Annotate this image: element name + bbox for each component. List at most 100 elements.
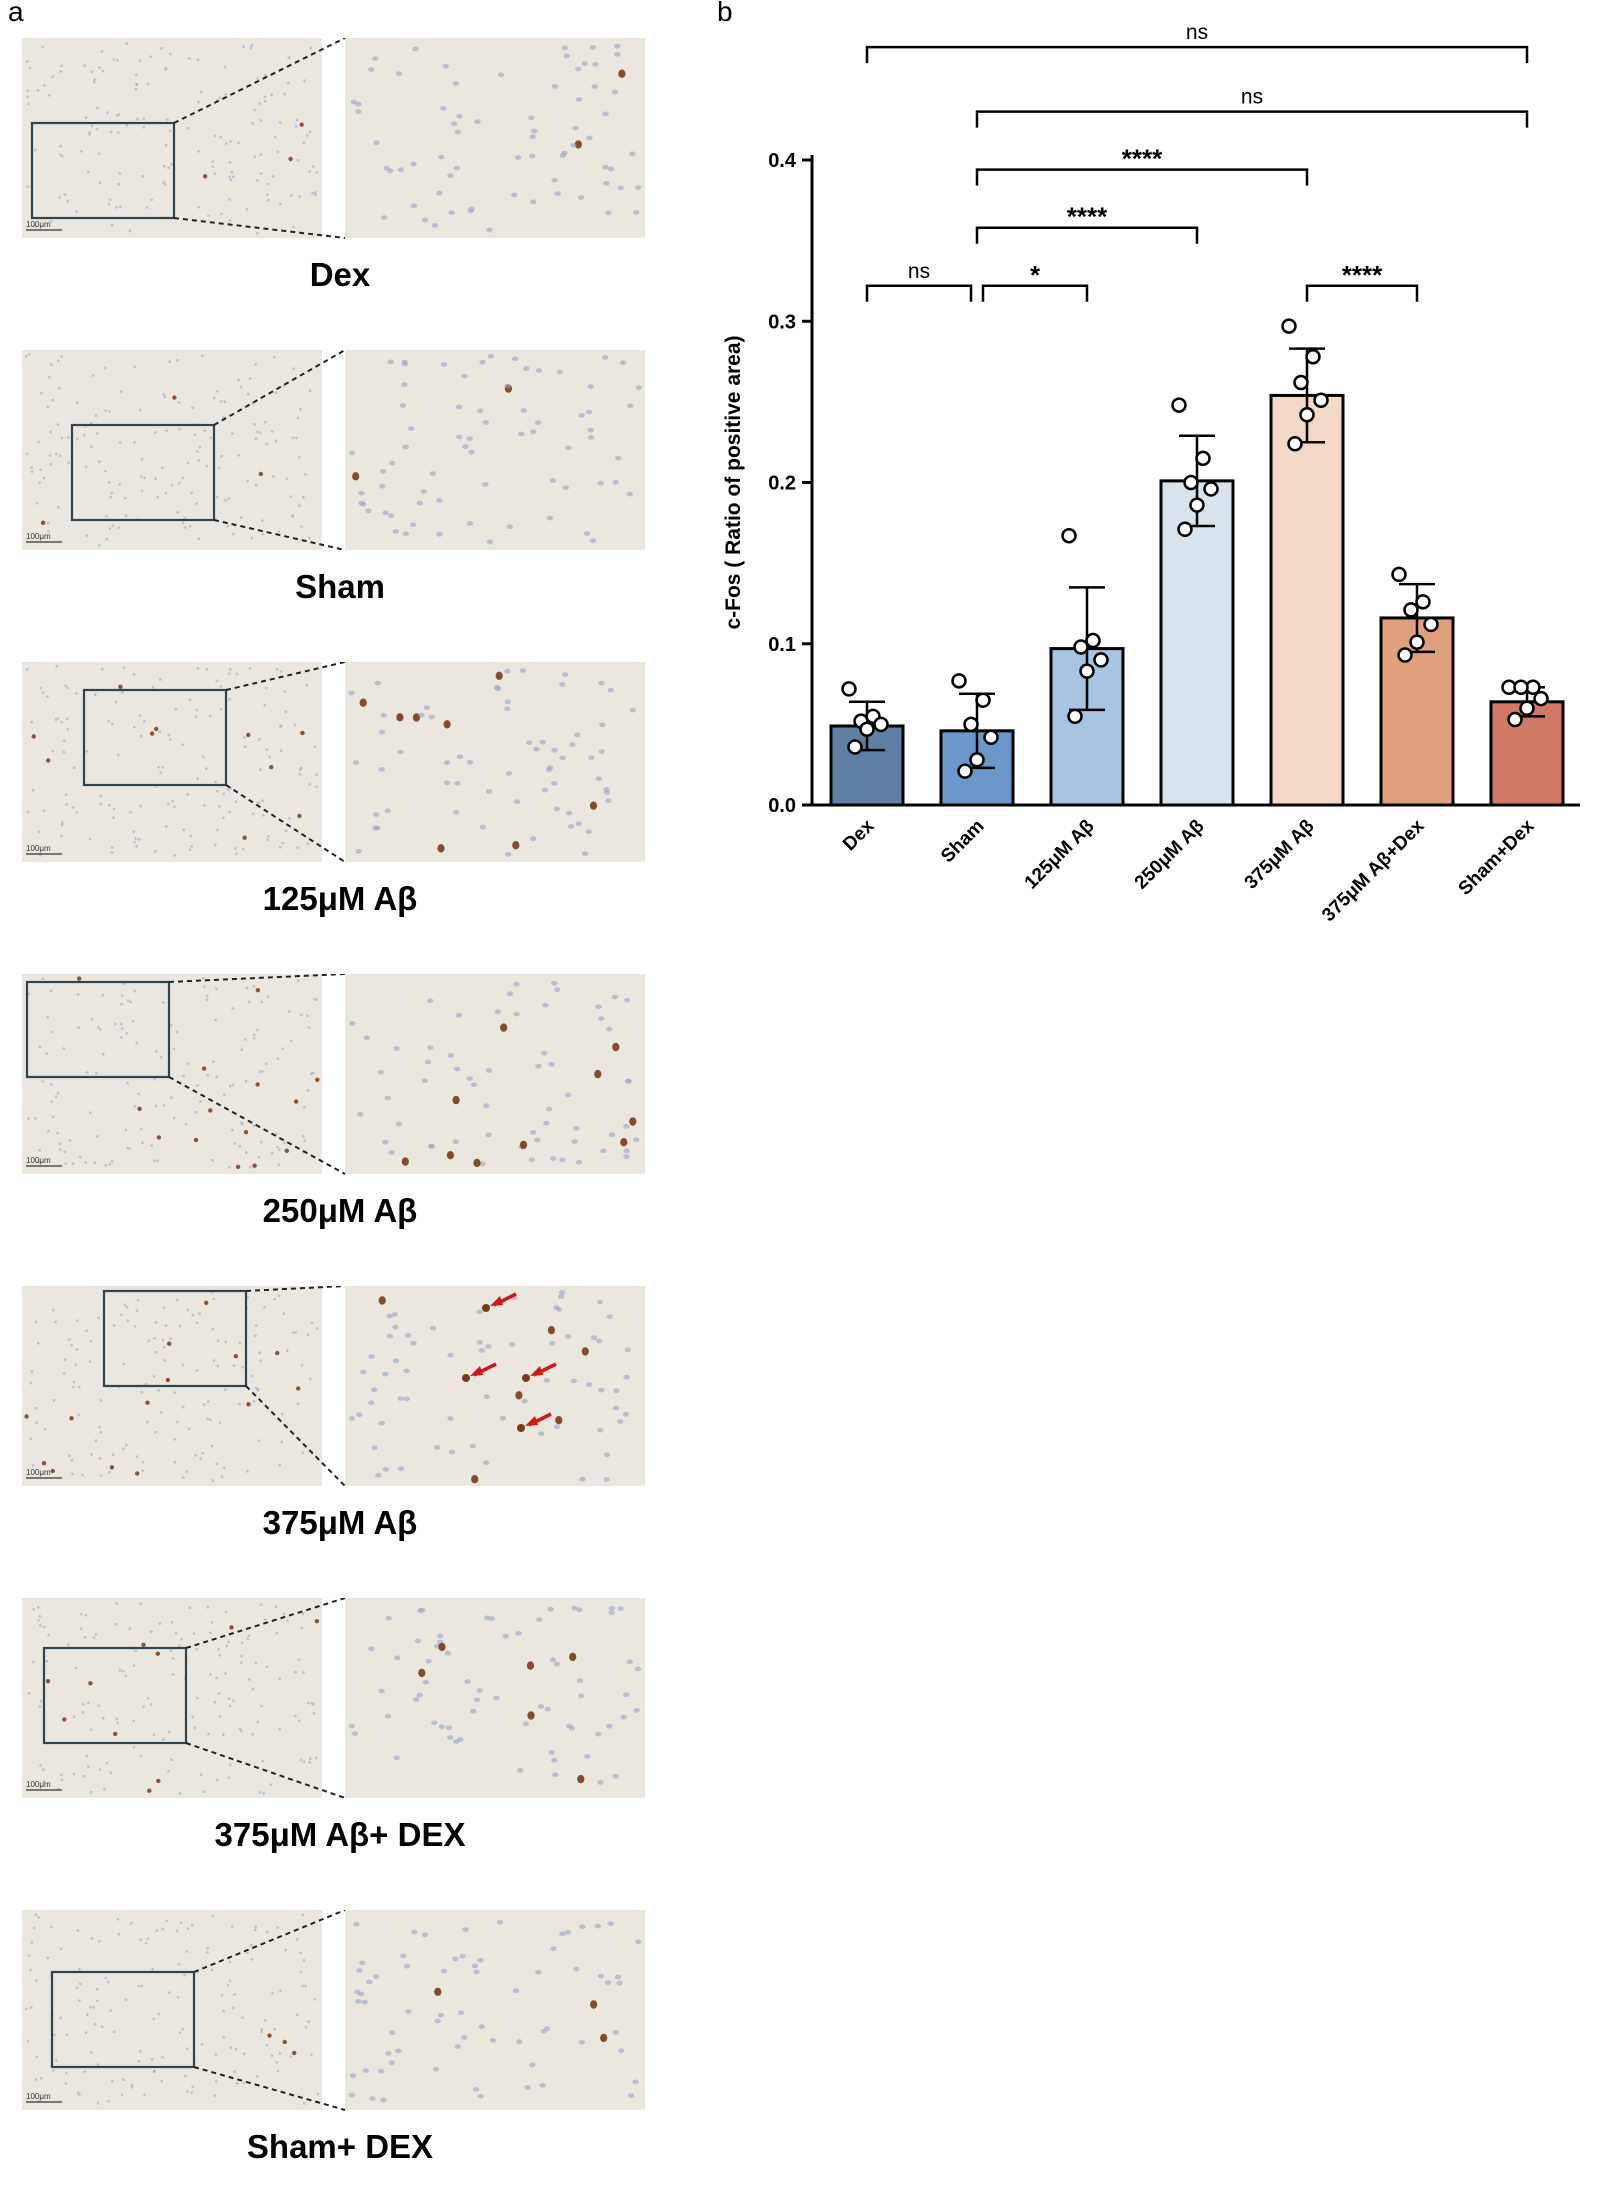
nucleus-dot (132, 1664, 136, 1667)
nucleus-cell (477, 1958, 484, 1963)
nucleus-cell (543, 1378, 550, 1383)
nucleus-dot (294, 1671, 297, 1674)
nucleus-dot (128, 1627, 132, 1631)
nucleus-dot (168, 360, 172, 363)
nucleus-dot (200, 2043, 204, 2046)
nucleus-dot (195, 1110, 198, 1114)
nucleus-dot (207, 214, 210, 218)
nucleus-cell (362, 2068, 369, 2073)
nucleus-dot (214, 1018, 217, 1022)
nucleus-dot (260, 2027, 264, 2031)
zoom-connector-top (213, 350, 346, 426)
nucleus-cell (446, 1151, 454, 1160)
scale-bar-label: 100μm (26, 532, 51, 541)
nucleus-dot (299, 1951, 302, 1955)
nucleus-cell (549, 1657, 556, 1663)
nucleus-dot (129, 811, 133, 814)
nucleus-dot (291, 1331, 295, 1335)
nucleus-dot (231, 1007, 235, 1010)
nucleus-dot (77, 1413, 81, 1417)
nucleus-cell (447, 1735, 454, 1740)
nucleus-cell (508, 1342, 516, 1347)
nucleus-dot (253, 1928, 257, 1932)
nucleus-dot (315, 171, 319, 174)
nucleus-cell (469, 1443, 476, 1449)
nucleus-cell (505, 770, 513, 776)
nucleus-dot (146, 1697, 150, 1700)
nucleus-dot (154, 431, 157, 434)
nucleus-cell (549, 1156, 557, 1161)
nucleus-cell (454, 129, 461, 135)
nucleus-dot (58, 153, 62, 157)
nucleus-cell (493, 1695, 500, 1701)
nucleus-cell (620, 1714, 627, 1720)
nucleus-dot (75, 437, 79, 441)
nucleus-dot (267, 2033, 272, 2038)
nucleus-cell (564, 1929, 572, 1935)
significance-bracket (975, 168, 1309, 186)
data-point (859, 721, 875, 737)
nucleus-dot (259, 1359, 262, 1363)
nucleus-dot (119, 1313, 123, 1317)
nucleus-dot (75, 210, 78, 214)
nucleus-cell (389, 2030, 396, 2036)
nucleus-dot (257, 1439, 261, 1443)
nucleus-dot (95, 432, 99, 435)
nucleus-cell (558, 1290, 566, 1295)
nucleus-cell (533, 746, 540, 752)
nucleus-dot (257, 1155, 261, 1159)
nucleus-cell (605, 798, 612, 804)
nucleus-dot (64, 2082, 68, 2085)
nucleus-cell (421, 1078, 428, 1084)
zoom-connector-top (185, 1598, 346, 1649)
nucleus-dot (254, 1386, 258, 1390)
highlighted-nucleus (482, 1304, 490, 1312)
nucleus-dot (98, 1028, 102, 1031)
nucleus-cell (571, 1605, 578, 1611)
group-label: Sham+ DEX (246, 2128, 434, 2165)
nucleus-dot (297, 504, 301, 508)
nucleus-dot (176, 1420, 179, 1424)
nucleus-cell (387, 359, 394, 365)
nucleus-dot (122, 666, 126, 670)
nucleus-dot (38, 1705, 42, 1708)
nucleus-dot (295, 118, 299, 122)
nucleus-cell (518, 431, 525, 437)
nucleus-dot (228, 1763, 232, 1767)
nucleus-cell (578, 1693, 585, 1699)
nucleus-dot (202, 977, 205, 980)
nucleus-dot (222, 1466, 226, 1470)
nucleus-dot (246, 732, 251, 738)
nucleus-dot (112, 2030, 116, 2034)
nucleus-dot (154, 1321, 158, 1324)
nucleus-dot (252, 1036, 256, 1040)
nucleus-dot (35, 1421, 39, 1424)
significance-label: **** (1122, 144, 1163, 174)
nucleus-cell (477, 2093, 484, 2099)
nucleus-cell (512, 841, 520, 850)
nucleus-dot (221, 816, 225, 819)
nucleus-dot (201, 1066, 207, 1071)
nucleus-dot (286, 81, 290, 85)
nucleus-dot (185, 2090, 189, 2093)
nucleus-cell (573, 1966, 580, 1972)
nucleus-dot (185, 1470, 189, 1473)
nucleus-dot (217, 466, 221, 470)
nucleus-dot (183, 1973, 187, 1977)
nucleus-cell (403, 1396, 410, 1402)
nucleus-dot (315, 1327, 319, 1330)
nucleus-dot (298, 195, 301, 198)
nucleus-cell (479, 824, 487, 830)
nucleus-dot (203, 429, 207, 433)
nucleus-cell (464, 1679, 471, 1684)
nucleus-dot (193, 1137, 199, 1143)
nucleus-dot (300, 1363, 304, 1367)
micrograph-pair: 100μm (22, 350, 645, 551)
nucleus-dot (202, 174, 208, 179)
nucleus-dot (252, 1124, 256, 1128)
nucleus-dot (47, 1633, 51, 1637)
nucleus-cell (466, 436, 473, 442)
nucleus-dot (210, 1968, 214, 1972)
nucleus-cell (424, 1059, 432, 1065)
nucleus-dot (192, 1632, 196, 1635)
